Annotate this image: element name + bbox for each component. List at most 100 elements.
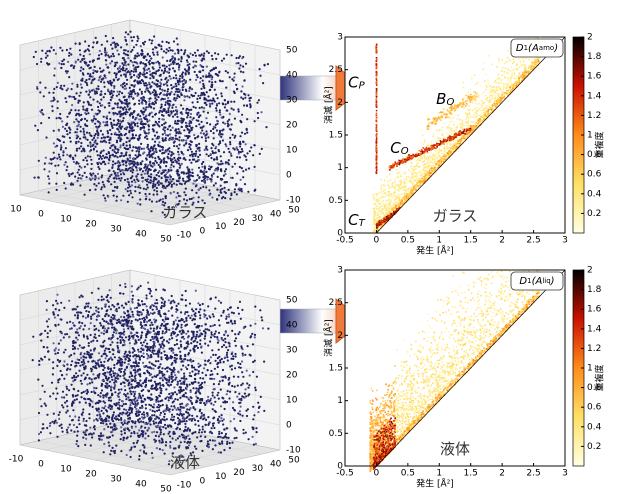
- atom: [199, 77, 202, 80]
- atom: [177, 153, 180, 156]
- atom: [71, 400, 75, 403]
- atom: [134, 154, 137, 157]
- atom: [197, 381, 200, 384]
- atom: [150, 42, 153, 45]
- atom: [144, 108, 147, 111]
- atom: [205, 65, 208, 68]
- atom: [212, 127, 215, 131]
- atom: [155, 174, 158, 177]
- atom: [229, 143, 232, 146]
- atom: [52, 151, 55, 154]
- atom: [86, 335, 89, 338]
- atom: [138, 80, 142, 83]
- atom: [115, 329, 118, 332]
- atom: [97, 54, 101, 57]
- atom: [122, 328, 125, 331]
- atom: [100, 186, 103, 189]
- atom: [111, 52, 115, 56]
- atom: [185, 70, 188, 73]
- atom: [65, 411, 68, 414]
- atom: [72, 160, 75, 164]
- atom: [145, 88, 148, 91]
- atom: [176, 437, 179, 440]
- atom: [141, 180, 144, 183]
- atom: [212, 137, 215, 140]
- atom: [68, 111, 72, 114]
- atom: [197, 370, 200, 373]
- atom: [204, 359, 207, 362]
- atom: [103, 360, 106, 363]
- atom: [233, 72, 236, 75]
- atom: [239, 142, 242, 146]
- atom: [136, 62, 139, 65]
- atom: [166, 148, 170, 151]
- atom: [106, 379, 109, 382]
- atom: [142, 71, 145, 74]
- atom: [109, 338, 112, 341]
- atom: [175, 160, 178, 164]
- atom: [200, 53, 203, 56]
- atom: [226, 122, 229, 125]
- atom: [214, 307, 217, 310]
- atom: [128, 337, 131, 340]
- atom: [187, 72, 190, 75]
- atom: [165, 110, 168, 113]
- atom: [90, 158, 93, 161]
- atom: [124, 402, 127, 406]
- atom: [123, 381, 126, 384]
- atom: [235, 184, 238, 187]
- atom: [119, 155, 122, 158]
- atom: [177, 66, 181, 69]
- atom: [119, 292, 122, 295]
- atom: [102, 412, 105, 415]
- atom: [142, 147, 146, 150]
- atom: [154, 434, 157, 437]
- atom: [148, 155, 151, 159]
- atom: [194, 152, 198, 155]
- atom: [189, 148, 192, 151]
- atom: [199, 317, 202, 320]
- atom: [137, 354, 140, 357]
- atom: [228, 446, 231, 450]
- atom: [195, 335, 198, 338]
- atom: [227, 163, 230, 166]
- atom: [149, 339, 152, 342]
- atom: [199, 364, 202, 367]
- atom: [217, 319, 220, 322]
- atom: [116, 319, 119, 322]
- atom: [239, 64, 242, 67]
- atom: [141, 348, 144, 351]
- atom: [100, 324, 103, 327]
- atom: [169, 446, 172, 449]
- atom: [166, 84, 169, 87]
- atom: [57, 381, 60, 384]
- atom: [213, 377, 216, 380]
- atom: [82, 101, 85, 104]
- atom: [185, 59, 189, 62]
- atom: [201, 425, 204, 428]
- atom: [152, 180, 155, 183]
- atom: [137, 76, 140, 79]
- atom: [89, 355, 92, 358]
- atom: [72, 308, 76, 311]
- atom: [207, 154, 210, 158]
- x-tick-label: 0: [38, 210, 44, 220]
- atom: [140, 61, 143, 64]
- atom: [186, 95, 189, 98]
- atom: [215, 57, 218, 61]
- atom: [86, 109, 89, 112]
- atom: [95, 318, 98, 321]
- atom: [107, 177, 110, 180]
- atom: [70, 354, 73, 357]
- atom: [137, 93, 140, 96]
- atom: [42, 423, 45, 426]
- atom: [201, 129, 204, 132]
- atom: [151, 115, 154, 118]
- atom: [55, 421, 59, 424]
- atom: [178, 177, 181, 180]
- atom: [152, 75, 155, 78]
- atom: [215, 167, 218, 170]
- atom: [129, 59, 132, 62]
- atom: [151, 414, 154, 417]
- atom: [171, 126, 174, 129]
